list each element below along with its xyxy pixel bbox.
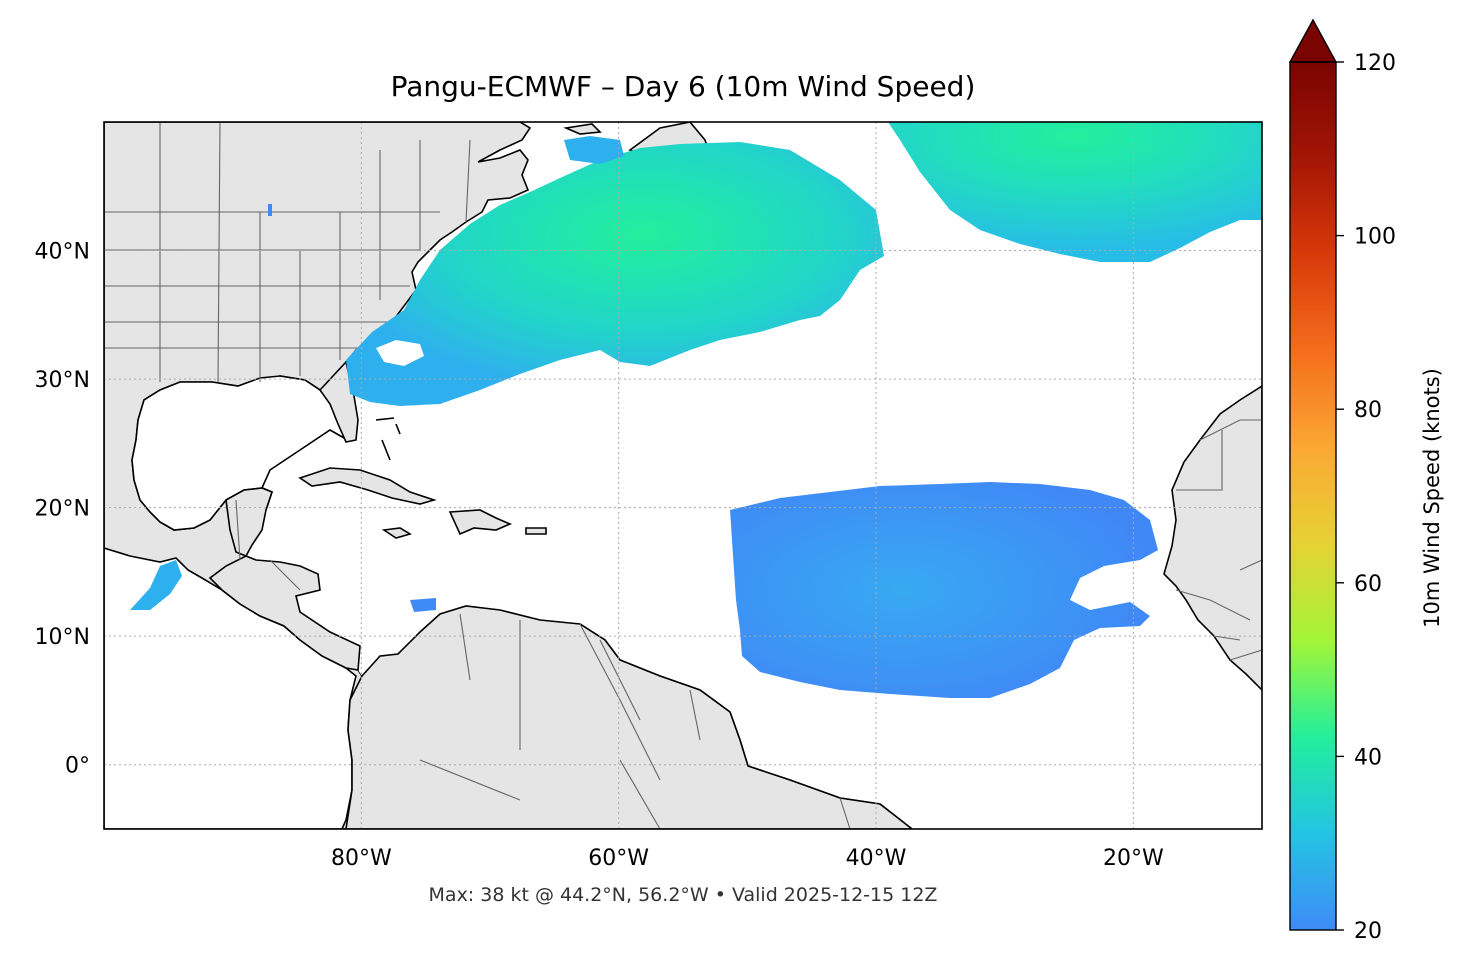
lat-tick-label-4: 40°N bbox=[35, 240, 90, 265]
land-cuba bbox=[298, 467, 437, 505]
colorbar-extend-max-triangle bbox=[1288, 18, 1338, 63]
lon-tick-label-1: 60°W bbox=[588, 846, 649, 871]
gridlines bbox=[104, 122, 1262, 829]
wind-field-gulf-of-tehuantepec bbox=[130, 560, 182, 610]
borders bbox=[104, 122, 1262, 829]
longitude-axis: 80°W 60°W 40°W 20°W bbox=[331, 846, 1164, 871]
wind-field-tropical-atlantic bbox=[730, 482, 1158, 698]
wind-field-north-atlantic-hole bbox=[376, 340, 424, 366]
land-hispaniola bbox=[448, 509, 513, 536]
lat-tick-label-3: 30°N bbox=[35, 368, 90, 393]
wind-field-gulf-st-lawrence bbox=[564, 136, 624, 164]
map-footer-caption: Max: 38 kt @ 44.2°N, 56.2°W • Valid 2025… bbox=[428, 884, 938, 906]
colorbar-tick-label-1: 40 bbox=[1354, 745, 1382, 770]
land-jamaica bbox=[381, 527, 412, 539]
colorbar-frame bbox=[1289, 61, 1337, 931]
wind-field-ne-atlantic bbox=[888, 122, 1262, 262]
colorbar-tick-label-4: 100 bbox=[1354, 225, 1396, 250]
land-central-america bbox=[208, 555, 361, 671]
land-yucatan bbox=[225, 487, 273, 558]
lat-tick-label-0: 0° bbox=[65, 754, 90, 779]
colorbar-label: 10m Wind Speed (knots) bbox=[1420, 368, 1444, 628]
colorbar: 20 40 60 80 100 120 bbox=[1288, 18, 1396, 944]
lat-tick-label-1: 10°N bbox=[35, 625, 90, 650]
colorbar-ticks: 20 40 60 80 100 120 bbox=[1336, 51, 1396, 944]
colorbar-fill bbox=[1290, 62, 1336, 930]
land-puerto-rico bbox=[525, 527, 547, 535]
wind-field-caribbean-small bbox=[410, 598, 436, 612]
colorbar-tick-label-5: 120 bbox=[1354, 51, 1396, 76]
caribbean-sea bbox=[246, 470, 620, 676]
lat-tick-label-2: 20°N bbox=[35, 497, 90, 522]
colorbar-tick-label-2: 60 bbox=[1354, 572, 1382, 597]
wind-field-great-lakes bbox=[268, 204, 272, 216]
wind-field-north-atlantic bbox=[346, 142, 884, 406]
lon-tick-label-3: 20°W bbox=[1103, 846, 1164, 871]
colorbar-tick-label-0: 20 bbox=[1354, 919, 1382, 944]
colorbar-tick-label-3: 80 bbox=[1354, 398, 1382, 423]
lon-tick-label-2: 40°W bbox=[846, 846, 907, 871]
land-anticosti bbox=[563, 123, 602, 135]
latitude-axis: 0° 10°N 20°N 30°N 40°N bbox=[35, 240, 90, 779]
map-frame bbox=[103, 121, 1263, 830]
lon-tick-label-0: 80°W bbox=[331, 846, 392, 871]
gulf-of-mexico bbox=[131, 375, 346, 531]
map-title: Pangu-ECMWF – Day 6 (10m Wind Speed) bbox=[390, 70, 976, 103]
map-area bbox=[104, 122, 1262, 829]
land-bahamas bbox=[375, 417, 401, 461]
